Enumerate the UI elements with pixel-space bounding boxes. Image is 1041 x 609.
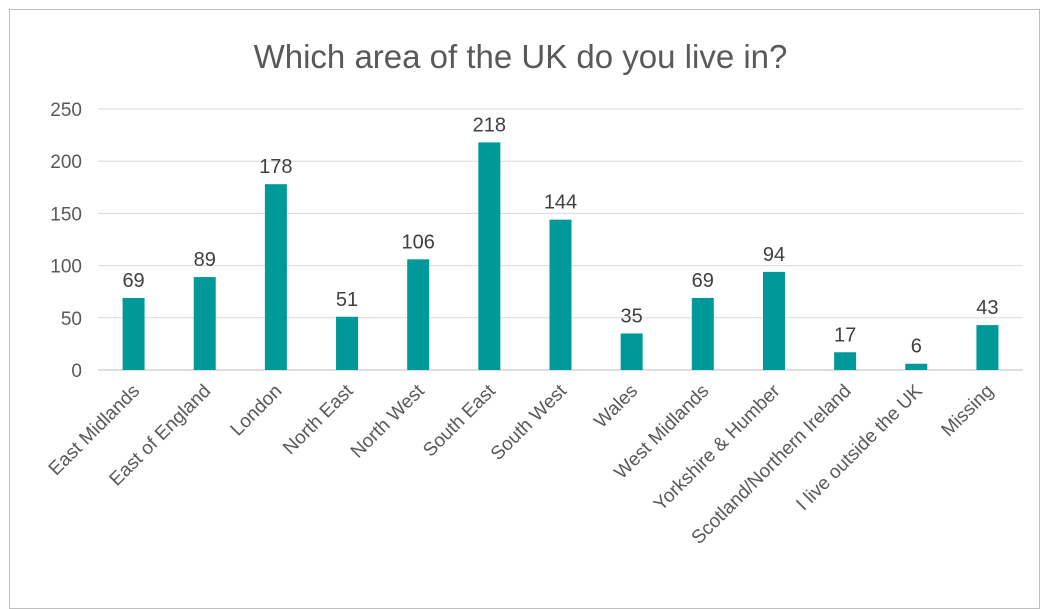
bar	[264, 184, 287, 370]
y-tick-label: 50	[61, 309, 82, 330]
y-tick-label: 100	[50, 257, 82, 278]
category-label: Wales	[591, 381, 643, 433]
bar	[762, 271, 785, 370]
data-label: 144	[544, 192, 577, 214]
category-label: South West	[487, 380, 572, 465]
y-tick-label: 150	[50, 204, 82, 225]
data-label: 17	[834, 324, 856, 346]
data-label: 69	[122, 270, 144, 292]
bar	[691, 297, 714, 370]
data-label: 51	[336, 289, 358, 311]
bar	[193, 277, 216, 370]
data-label: 218	[473, 114, 506, 136]
category-label: Yorkshire & Humber	[650, 380, 785, 515]
category-label: I live outside the UK	[792, 380, 927, 515]
data-label: 178	[259, 156, 292, 178]
bar	[336, 316, 359, 370]
data-label: 106	[402, 231, 435, 253]
bar	[478, 142, 501, 370]
category-label: London	[227, 381, 287, 441]
y-tick-label: 200	[50, 152, 82, 173]
bar	[122, 297, 145, 370]
y-tick-label: 0	[71, 361, 82, 382]
bar	[834, 352, 857, 370]
category-label: Missing	[938, 381, 998, 441]
bar	[407, 259, 430, 370]
bar	[620, 333, 643, 370]
category-label: North West	[347, 380, 429, 462]
data-label: 94	[763, 244, 785, 266]
bar	[549, 219, 572, 370]
bar	[905, 363, 928, 370]
data-label: 89	[194, 249, 216, 271]
bar	[976, 325, 999, 370]
data-label: 69	[692, 270, 714, 292]
chart-title: Which area of the UK do you live in?	[253, 38, 788, 75]
y-tick-label: 250	[50, 100, 82, 121]
data-label: 6	[911, 336, 922, 358]
data-label: 35	[621, 305, 643, 327]
data-label: 43	[976, 297, 998, 319]
